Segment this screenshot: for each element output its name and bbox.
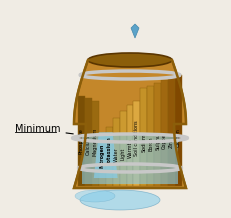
Polygon shape	[112, 118, 119, 186]
Polygon shape	[78, 96, 85, 186]
Text: Soil conditions: Soil conditions	[134, 121, 139, 156]
Text: Magnesium: Magnesium	[92, 128, 97, 156]
Polygon shape	[119, 111, 126, 186]
Text: Potassium: Potassium	[106, 136, 111, 165]
Text: Zinc: Zinc	[168, 138, 173, 148]
Text: Sulphur: Sulphur	[155, 131, 160, 150]
Polygon shape	[105, 127, 112, 186]
Text: Sodium: Sodium	[141, 133, 146, 152]
Text: Minimum: Minimum	[15, 124, 73, 134]
Polygon shape	[85, 98, 91, 186]
Polygon shape	[161, 80, 167, 186]
Text: Calcium: Calcium	[85, 136, 91, 155]
Polygon shape	[82, 134, 177, 184]
Polygon shape	[154, 83, 161, 186]
Polygon shape	[167, 78, 174, 186]
Polygon shape	[131, 24, 138, 38]
Text: Warmth: Warmth	[127, 138, 132, 158]
Text: Phosphate: Phosphate	[79, 129, 84, 154]
Polygon shape	[133, 101, 140, 186]
Text: Boron: Boron	[148, 136, 153, 151]
Text: Nitrogen: Nitrogen	[99, 143, 104, 168]
Ellipse shape	[88, 53, 171, 67]
Text: Copper: Copper	[161, 131, 167, 149]
Text: Oxygen: Oxygen	[175, 129, 180, 147]
Polygon shape	[91, 101, 98, 186]
Polygon shape	[126, 105, 133, 186]
Ellipse shape	[75, 190, 115, 202]
Ellipse shape	[80, 190, 159, 210]
Text: Light: Light	[120, 147, 125, 160]
Polygon shape	[140, 88, 147, 186]
Polygon shape	[74, 60, 185, 188]
Text: Water: Water	[113, 147, 118, 162]
Polygon shape	[93, 132, 117, 178]
Polygon shape	[147, 86, 154, 186]
Polygon shape	[98, 134, 105, 186]
Polygon shape	[174, 75, 181, 186]
